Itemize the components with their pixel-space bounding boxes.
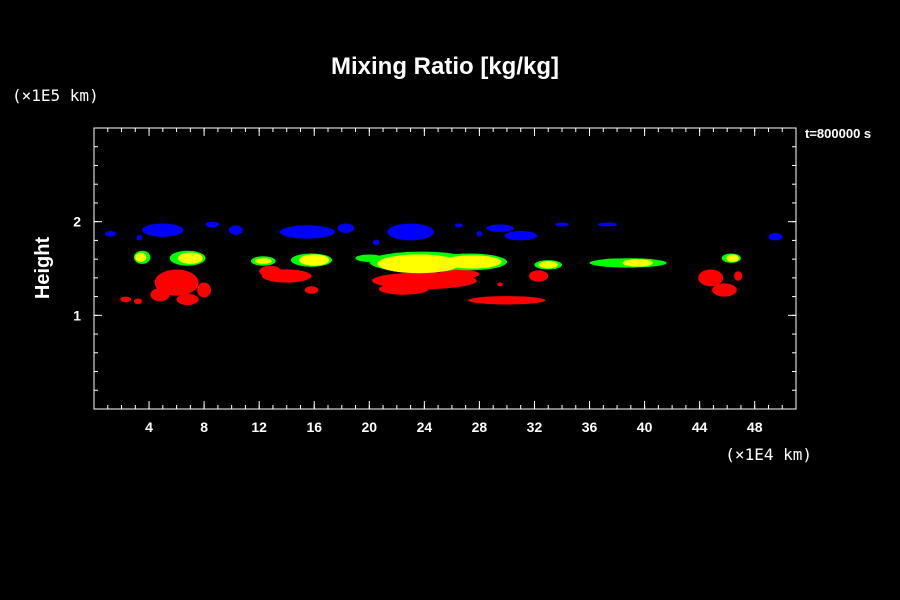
contour-region (555, 222, 569, 227)
contour-region (337, 223, 355, 233)
contour-region (133, 298, 143, 305)
contour-region (142, 223, 184, 237)
x-tick-label: 40 (637, 419, 653, 435)
contour-region (150, 288, 170, 302)
contour-level-0 (120, 265, 743, 305)
contour-level-2 (135, 252, 739, 274)
contour-region (497, 282, 503, 287)
contour-region (228, 225, 243, 235)
y-tick-label: 2 (73, 214, 81, 230)
y-tick-label: 1 (73, 307, 81, 323)
data-layer (105, 221, 783, 305)
contour-region (377, 254, 461, 274)
contour-region (734, 271, 743, 281)
contour-region (197, 282, 212, 298)
contour-region (387, 223, 434, 241)
x-tick-label: 36 (582, 419, 598, 435)
plot-frame (93, 127, 797, 410)
chart-title: Mixing Ratio [kg/kg] (331, 53, 559, 80)
x-tick-label: 32 (527, 419, 543, 435)
x-tick-label: 28 (472, 419, 488, 435)
contour-region (135, 252, 147, 262)
contour-region (712, 283, 737, 297)
x-tick-label: 20 (362, 419, 378, 435)
contour-region (176, 293, 199, 305)
contour-region (378, 283, 429, 295)
contour-region (454, 223, 463, 228)
contour-region (178, 252, 203, 264)
x-tick-label: 12 (251, 419, 267, 435)
x-axis-unit: (×1E4 km) (725, 445, 812, 464)
x-tick-label: 16 (306, 419, 322, 435)
contour-region (120, 296, 132, 303)
contour-region (529, 270, 549, 282)
contour-region (279, 225, 335, 239)
x-tick-label: 24 (417, 419, 433, 435)
contour-region (726, 254, 739, 262)
contour-region (372, 239, 380, 246)
contour-region (205, 221, 220, 228)
y-axis-label: Height (32, 237, 54, 300)
contour-region (597, 222, 618, 227)
contour-region (698, 269, 724, 287)
contour-region (622, 259, 653, 267)
contour-region (486, 224, 514, 232)
contour-region (443, 255, 502, 269)
x-tick-label: 8 (200, 419, 208, 435)
contour-region (136, 234, 143, 241)
contour-region (259, 265, 282, 277)
contour-region (154, 269, 199, 296)
time-label: t=800000 s (805, 126, 871, 141)
contour-region (768, 233, 783, 241)
y-axis-unit: (×1E5 km) (12, 86, 99, 105)
x-tick-label: 44 (692, 419, 708, 435)
contour-region (438, 269, 480, 279)
contour-region (105, 231, 116, 237)
contour-region (468, 296, 546, 305)
contour-region (254, 258, 272, 264)
contour-region (476, 231, 483, 237)
x-tick-label: 4 (145, 419, 153, 435)
contour-region (299, 254, 330, 266)
contour-level-3 (105, 221, 783, 246)
x-tick-label: 48 (747, 419, 763, 435)
contour-region (304, 286, 319, 294)
contour-region (504, 231, 538, 241)
contour-region (538, 261, 558, 269)
